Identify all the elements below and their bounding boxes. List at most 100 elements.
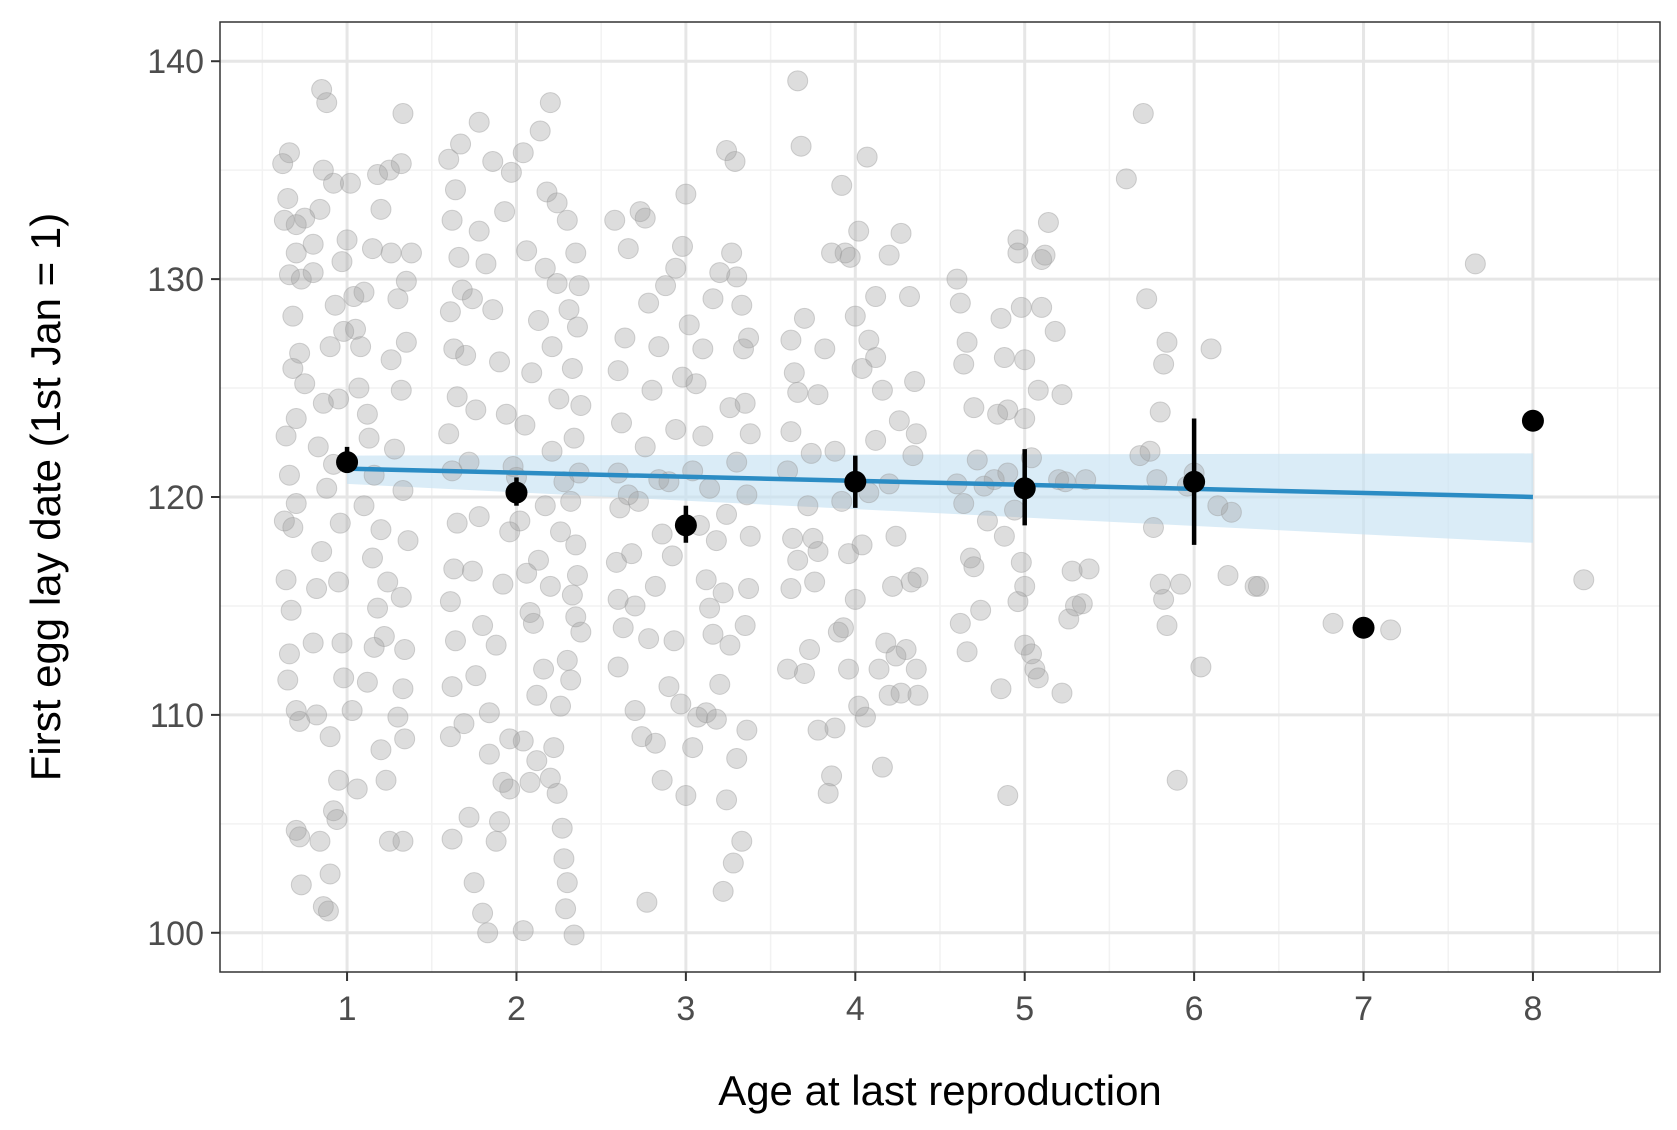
raw-data-point: [438, 148, 460, 170]
raw-data-point: [865, 429, 887, 451]
raw-data-point: [345, 318, 367, 340]
raw-data-point: [838, 543, 860, 565]
raw-data-point: [346, 778, 368, 800]
raw-data-point: [461, 560, 483, 582]
raw-data-point: [726, 266, 748, 288]
raw-data-point: [959, 547, 981, 569]
group-mean-point: [1352, 616, 1375, 639]
raw-data-point: [702, 623, 724, 645]
raw-data-point: [550, 695, 572, 717]
raw-data-point: [316, 477, 338, 499]
raw-data-point: [438, 423, 460, 445]
raw-data-point: [617, 484, 639, 506]
raw-data-point: [278, 643, 300, 665]
raw-data-point: [499, 521, 521, 543]
raw-data-point: [721, 242, 743, 264]
raw-data-point: [1031, 296, 1053, 318]
raw-data-point: [551, 817, 573, 839]
raw-data-point: [519, 601, 541, 623]
raw-data-point: [1244, 575, 1266, 597]
raw-data-point: [273, 510, 295, 532]
raw-data-point: [1061, 560, 1083, 582]
raw-data-point: [802, 527, 824, 549]
raw-data-point: [1220, 501, 1242, 523]
raw-data-point: [444, 179, 466, 201]
y-tick-label: 130: [147, 261, 204, 299]
y-tick-label: 110: [150, 697, 204, 735]
raw-data-point: [963, 556, 985, 578]
group-mean-point: [336, 451, 359, 474]
raw-data-point: [793, 662, 815, 684]
raw-data-point: [838, 658, 860, 680]
raw-data-point: [692, 425, 714, 447]
raw-data-point: [963, 397, 985, 419]
raw-data-point: [787, 549, 809, 571]
x-tick-label: 7: [1354, 990, 1373, 1028]
raw-data-point: [702, 288, 724, 310]
raw-data-point: [472, 902, 494, 924]
raw-data-point: [875, 632, 897, 654]
raw-data-point: [328, 571, 350, 593]
raw-data-point: [904, 371, 926, 393]
raw-data-point: [294, 207, 316, 229]
raw-data-point: [328, 769, 350, 791]
raw-data-point: [953, 353, 975, 375]
raw-data-point: [976, 510, 998, 532]
raw-data-point: [392, 479, 414, 501]
raw-data-point: [799, 639, 821, 661]
raw-data-point: [285, 493, 307, 515]
raw-data-point: [326, 808, 348, 830]
x-axis-title: Age at last reproduction: [718, 1067, 1162, 1114]
raw-data-point: [1007, 242, 1029, 264]
raw-data-point: [394, 728, 416, 750]
raw-data-point: [814, 338, 836, 360]
raw-data-point: [670, 693, 692, 715]
raw-data-point: [439, 726, 461, 748]
raw-data-point: [636, 891, 658, 913]
raw-data-point: [570, 394, 592, 416]
raw-data-point: [541, 336, 563, 358]
raw-data-point: [949, 292, 971, 314]
raw-data-point: [395, 270, 417, 292]
raw-data-point: [331, 251, 353, 273]
raw-data-point: [1190, 656, 1212, 678]
raw-data-point: [611, 412, 633, 434]
raw-data-point: [472, 615, 494, 637]
raw-data-point: [390, 586, 412, 608]
raw-data-point: [331, 632, 353, 654]
raw-data-point: [448, 246, 470, 268]
raw-data-point: [285, 819, 307, 841]
raw-data-point: [949, 612, 971, 634]
raw-data-point: [519, 771, 541, 793]
raw-data-point: [848, 220, 870, 242]
raw-data-point: [534, 257, 556, 279]
raw-data-point: [780, 329, 802, 351]
raw-data-point: [817, 782, 839, 804]
raw-data-point: [946, 268, 968, 290]
raw-data-point: [627, 490, 649, 512]
raw-data-point: [777, 658, 799, 680]
raw-data-point: [1573, 569, 1595, 591]
raw-data-point: [556, 209, 578, 231]
raw-data-point: [609, 497, 631, 519]
raw-data-point: [638, 292, 660, 314]
raw-data-point: [1149, 401, 1171, 423]
raw-data-point: [375, 769, 397, 791]
raw-data-point: [705, 530, 727, 552]
raw-data-point: [302, 632, 324, 654]
raw-data-point: [522, 612, 544, 634]
raw-data-point: [278, 264, 300, 286]
raw-data-point: [738, 578, 760, 600]
group-means-layer: [336, 409, 1544, 639]
raw-data-point: [1014, 634, 1036, 656]
raw-data-point: [446, 512, 468, 534]
raw-data-point: [736, 484, 758, 506]
raw-data-point: [546, 192, 568, 214]
raw-data-point: [439, 301, 461, 323]
raw-data-point: [663, 630, 685, 652]
raw-data-point: [831, 174, 853, 196]
raw-data-point: [312, 159, 334, 181]
raw-data-point: [719, 397, 741, 419]
raw-data-point: [556, 649, 578, 671]
raw-data-point: [731, 294, 753, 316]
